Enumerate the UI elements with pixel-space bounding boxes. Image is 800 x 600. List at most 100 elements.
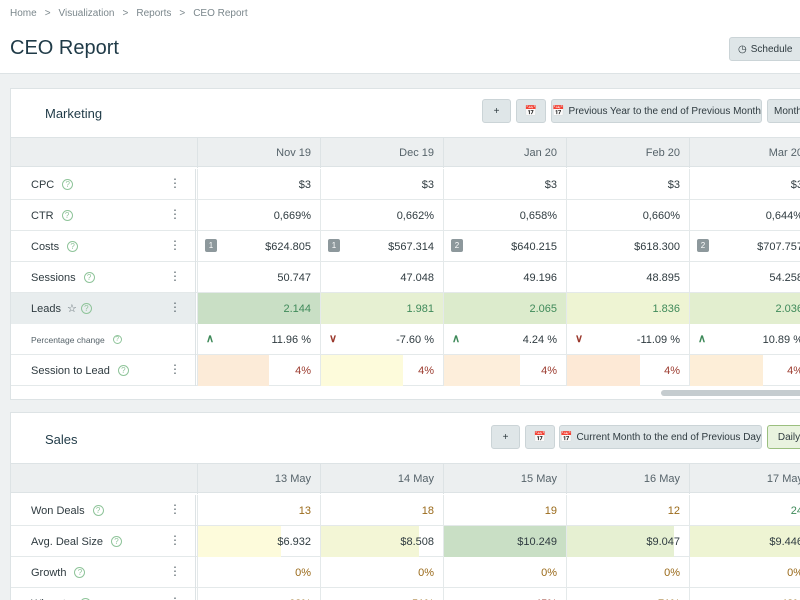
data-cell[interactable]: 0,669% — [197, 200, 320, 231]
row-menu-icon[interactable]: ⋮ — [169, 207, 181, 221]
count-badge[interactable]: 2 — [451, 239, 463, 252]
data-cell[interactable]: 1.836 — [566, 293, 689, 324]
data-cell[interactable]: 2 $707.757 — [689, 231, 800, 262]
data-cell[interactable]: 62% — [197, 588, 320, 600]
help-icon[interactable]: ? — [83, 272, 95, 283]
marketing-calendar-button[interactable]: 📅 — [516, 99, 546, 123]
data-cell[interactable]: ∨ -11.09 % — [566, 324, 689, 355]
marketing-period-button[interactable]: Month — [767, 99, 800, 123]
data-cell[interactable]: $3 — [320, 169, 443, 200]
data-cell[interactable]: 24 — [689, 495, 800, 526]
star-icon[interactable]: ☆ — [66, 303, 77, 315]
sales-calendar-button[interactable]: 📅 — [525, 425, 555, 449]
horizontal-scrollbar[interactable] — [661, 390, 800, 396]
data-cell[interactable]: $3 — [566, 169, 689, 200]
column-header[interactable]: 13 May — [197, 464, 320, 494]
column-header[interactable]: Nov 19 — [197, 138, 320, 168]
count-badge[interactable]: 1 — [328, 239, 340, 252]
count-badge[interactable]: 2 — [697, 239, 709, 252]
data-cell[interactable]: ∧ 4.24 % — [443, 324, 566, 355]
sales-period-button[interactable]: Daily — [767, 425, 800, 449]
help-icon[interactable]: ? — [80, 303, 92, 314]
data-cell[interactable]: 0% — [197, 557, 320, 588]
data-cell[interactable]: 1.981 — [320, 293, 443, 324]
data-cell[interactable]: ∧ 10.89 % — [689, 324, 800, 355]
data-cell[interactable]: 48.895 — [566, 262, 689, 293]
breadcrumb-reports[interactable]: Reports — [136, 8, 172, 19]
help-icon[interactable]: ? — [112, 335, 122, 344]
help-icon[interactable]: ? — [61, 210, 73, 221]
row-menu-icon[interactable]: ⋮ — [169, 176, 181, 190]
data-cell[interactable]: 0,644% — [689, 200, 800, 231]
data-cell[interactable]: 47.048 — [320, 262, 443, 293]
row-menu-icon[interactable]: ⋮ — [169, 269, 181, 283]
column-header[interactable]: 15 May — [443, 464, 566, 494]
data-cell[interactable]: 2.144 — [197, 293, 320, 324]
data-cell[interactable]: 18 — [320, 495, 443, 526]
row-menu-icon[interactable]: ⋮ — [169, 533, 181, 547]
data-cell[interactable]: 0,658% — [443, 200, 566, 231]
column-header[interactable]: Jan 20 — [443, 138, 566, 168]
data-cell[interactable]: ∨ -7.60 % — [320, 324, 443, 355]
column-header[interactable]: Feb 20 — [566, 138, 689, 168]
column-header[interactable]: 17 May — [689, 464, 800, 494]
row-menu-icon[interactable]: ⋮ — [169, 502, 181, 516]
data-cell[interactable]: $618.300 — [566, 231, 689, 262]
count-badge[interactable]: 1 — [205, 239, 217, 252]
data-cell[interactable]: 19 — [443, 495, 566, 526]
data-cell[interactable]: $9.047 — [566, 526, 689, 557]
data-cell[interactable]: 0% — [566, 557, 689, 588]
sales-add-button[interactable]: + — [491, 425, 520, 449]
help-icon[interactable]: ? — [92, 505, 104, 516]
schedule-button[interactable]: ◷ Schedule — [729, 37, 800, 61]
data-cell[interactable]: 0,660% — [566, 200, 689, 231]
data-cell[interactable]: $10.249 — [443, 526, 566, 557]
data-cell[interactable]: 48% — [689, 588, 800, 600]
data-cell[interactable]: $3 — [443, 169, 566, 200]
help-icon[interactable]: ? — [67, 241, 79, 252]
data-cell[interactable]: 12 — [566, 495, 689, 526]
data-cell[interactable]: $3 — [197, 169, 320, 200]
sales-range-button[interactable]: 📅 Current Month to the end of Previous D… — [559, 425, 762, 449]
help-icon[interactable]: ? — [117, 365, 129, 376]
data-cell[interactable]: 0,662% — [320, 200, 443, 231]
data-cell[interactable]: 0% — [689, 557, 800, 588]
data-cell[interactable]: 4% — [689, 355, 800, 386]
marketing-range-button[interactable]: 📅 Previous Year to the end of Previous M… — [551, 99, 762, 123]
column-header[interactable]: 14 May — [320, 464, 443, 494]
data-cell[interactable]: $8.508 — [320, 526, 443, 557]
data-cell[interactable]: 49.196 — [443, 262, 566, 293]
data-cell[interactable]: 1 $567.314 — [320, 231, 443, 262]
row-menu-icon[interactable]: ⋮ — [169, 238, 181, 252]
data-cell[interactable]: 4% — [566, 355, 689, 386]
help-icon[interactable]: ? — [74, 567, 86, 578]
data-cell[interactable]: 1 $624.805 — [197, 231, 320, 262]
row-menu-icon[interactable]: ⋮ — [169, 300, 181, 314]
data-cell[interactable]: ∧ 11.96 % — [197, 324, 320, 355]
data-cell[interactable]: 50.747 — [197, 262, 320, 293]
data-cell[interactable]: 45% — [443, 588, 566, 600]
column-header[interactable]: 16 May — [566, 464, 689, 494]
marketing-add-button[interactable]: + — [482, 99, 511, 123]
data-cell[interactable]: 2.065 — [443, 293, 566, 324]
data-cell[interactable]: $3 — [689, 169, 800, 200]
data-cell[interactable]: 4% — [197, 355, 320, 386]
data-cell[interactable]: $9.446 — [689, 526, 800, 557]
breadcrumb-home[interactable]: Home — [10, 8, 37, 19]
data-cell[interactable]: 4% — [320, 355, 443, 386]
row-menu-icon[interactable]: ⋮ — [169, 596, 181, 600]
data-cell[interactable]: 54.258 — [689, 262, 800, 293]
help-icon[interactable]: ? — [110, 536, 122, 547]
data-cell[interactable]: 71% — [566, 588, 689, 600]
data-cell[interactable]: 4% — [443, 355, 566, 386]
breadcrumb-visualization[interactable]: Visualization — [58, 8, 115, 19]
data-cell[interactable]: 2 $640.215 — [443, 231, 566, 262]
data-cell[interactable]: $6.932 — [197, 526, 320, 557]
row-menu-icon[interactable]: ⋮ — [169, 362, 181, 376]
column-header[interactable]: Dec 19 — [320, 138, 443, 168]
data-cell[interactable]: 2.036 — [689, 293, 800, 324]
data-cell[interactable]: 0% — [320, 557, 443, 588]
data-cell[interactable]: 51% — [320, 588, 443, 600]
row-menu-icon[interactable]: ⋮ — [169, 564, 181, 578]
data-cell[interactable]: 0% — [443, 557, 566, 588]
